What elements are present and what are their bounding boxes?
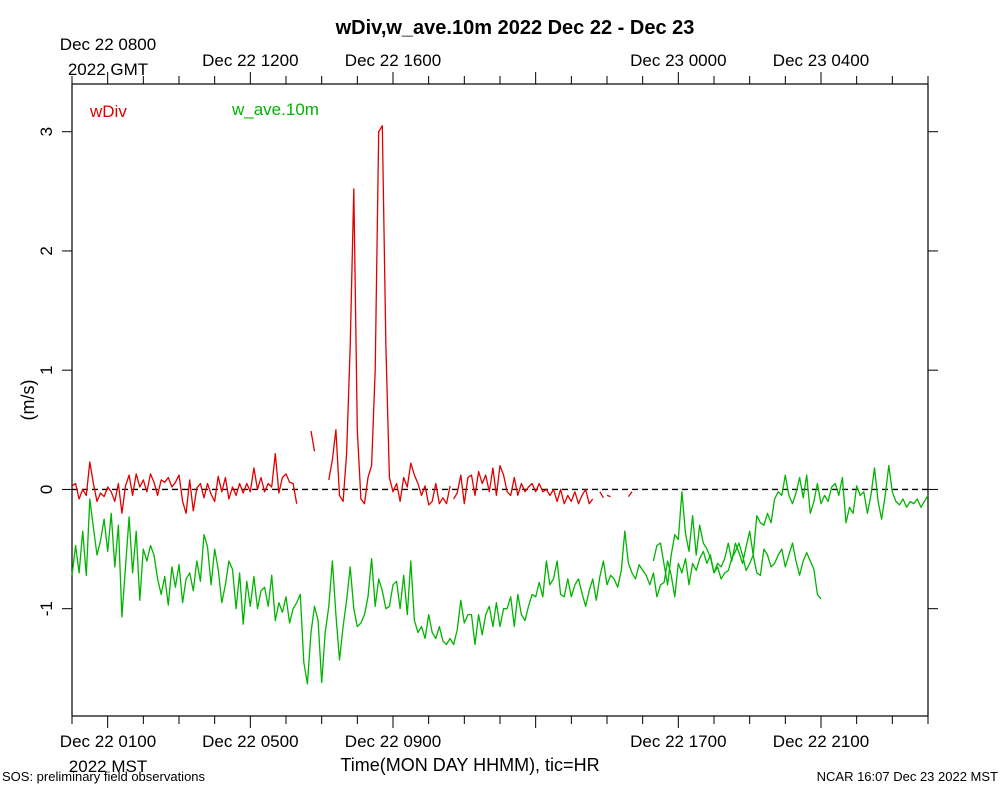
series-line-w-ave-10m [652,464,929,586]
chart-title: wDiv,w_ave.10m 2022 Dec 22 - Dec 23 [335,17,695,39]
series-line-wdiv [310,430,316,452]
top-axis-tick-label: Dec 22 1600 [345,51,441,70]
bottom-axis-tick-label: Dec 22 0900 [345,732,441,751]
legend-label-wdiv: wDiv [89,102,127,121]
footer-timestamp: NCAR 16:07 Dec 23 2022 MST [817,769,998,784]
series-line-wdiv [328,125,451,506]
series-line-wdiv [71,453,298,514]
y-axis-tick-label: 1 [37,365,56,374]
bottom-axis-tick-label: Dec 22 0500 [202,732,298,751]
x-axis-title: Time(MON DAY HHMM), tic=HR [340,755,599,775]
y-axis-title: (m/s) [18,380,38,421]
bottom-axis-tick-label: Dec 22 2100 [773,732,869,751]
top-axis-first-tick-label: Dec 22 0800 [60,35,156,54]
bottom-axis-tick-label: Dec 22 1700 [630,732,726,751]
footer-source-note: SOS: preliminary field observations [2,769,206,784]
top-axis-tick-label: Dec 23 0000 [630,51,726,70]
top-axis-tick-label: Dec 22 1200 [202,51,298,70]
bottom-axis-timezone-label: 2022 MST [69,757,147,776]
series-line-w-ave-10m [71,498,822,685]
y-axis-tick-label: 2 [37,246,56,255]
top-axis-timezone-label: 2022 GMT [68,60,148,79]
bottom-axis-first-tick-label: Dec 22 0100 [60,732,156,751]
series-line-wdiv [606,494,611,498]
y-axis-tick-label: 3 [37,127,56,136]
y-axis-tick-label: -1 [37,601,56,616]
top-axis-tick-label: Dec 23 0400 [773,51,869,70]
plot-frame [71,83,929,717]
plot-area: Dec 22 0500 Dec 22 0900 Dec 22 1700 Dec 22 … [37,51,938,751]
legend-label-w-ave: w_ave.10m [231,100,319,119]
series-line-wdiv [627,491,633,497]
series-line-wdiv [599,491,604,499]
series-line-wdiv [453,464,594,505]
y-axis-tick-label: 0 [37,485,56,494]
